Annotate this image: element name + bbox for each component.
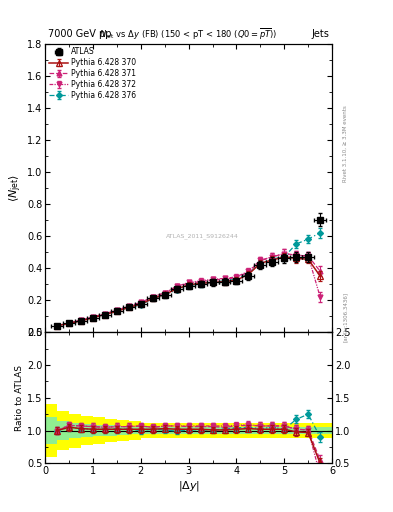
Text: Jets: Jets: [311, 29, 329, 39]
Text: Rivet 3.1.10, ≥ 3.3M events: Rivet 3.1.10, ≥ 3.3M events: [343, 105, 348, 182]
X-axis label: $|\Delta y|$: $|\Delta y|$: [178, 479, 200, 493]
Text: 7000 GeV pp: 7000 GeV pp: [48, 29, 112, 39]
Title: $N_\mathrm{jet}$ vs $\Delta y$ (FB) (150 < pT < 180 ($Q0 = \overline{pT}$)): $N_\mathrm{jet}$ vs $\Delta y$ (FB) (150…: [99, 27, 278, 42]
Legend: ATLAS, Pythia 6.428 370, Pythia 6.428 371, Pythia 6.428 372, Pythia 6.428 376: ATLAS, Pythia 6.428 370, Pythia 6.428 37…: [48, 46, 138, 101]
Text: ATLAS_2011_S9126244: ATLAS_2011_S9126244: [166, 233, 239, 239]
Y-axis label: $\langle N_\mathrm{jet}\rangle$: $\langle N_\mathrm{jet}\rangle$: [8, 174, 24, 202]
Text: [arXiv:1306.3436]: [arXiv:1306.3436]: [343, 292, 348, 343]
Y-axis label: Ratio to ATLAS: Ratio to ATLAS: [15, 365, 24, 431]
